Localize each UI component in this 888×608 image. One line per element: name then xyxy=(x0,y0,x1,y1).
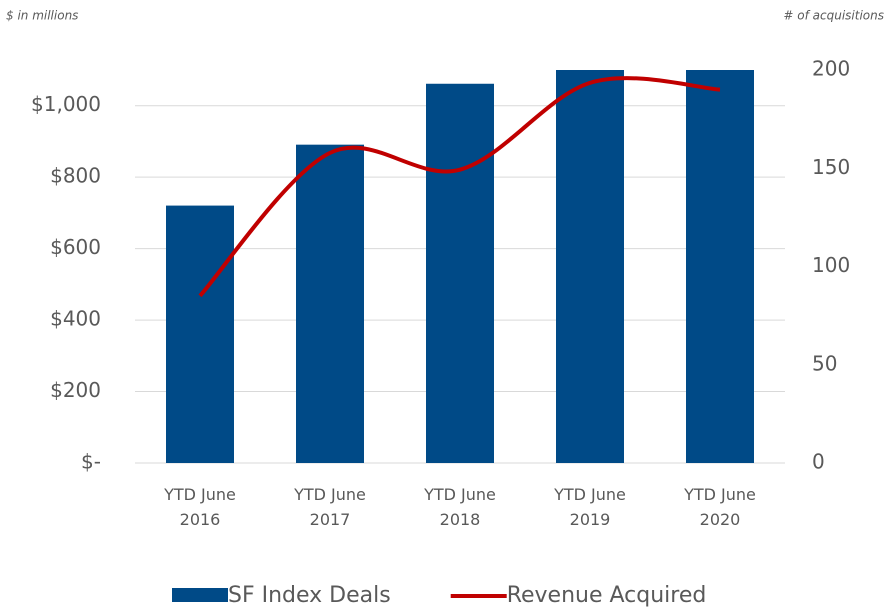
x-tick-label: YTD June 2018 xyxy=(424,485,496,529)
y2-tick-label: 150 xyxy=(812,155,850,179)
y-tick-label: $- xyxy=(81,450,101,474)
y2-tick-label: 0 xyxy=(812,450,825,474)
bar xyxy=(166,205,234,463)
y2-tick-label: 200 xyxy=(812,57,850,81)
line xyxy=(198,76,721,298)
right-axis-unit: # of acquisitions xyxy=(783,9,884,23)
y-tick-label: $400 xyxy=(50,307,101,331)
y-tick-label: $1,000 xyxy=(31,92,101,116)
y2-tick-label: 100 xyxy=(812,253,850,277)
y-tick-label: $600 xyxy=(50,235,101,259)
legend-label: Revenue Acquired xyxy=(507,583,707,608)
x-tick-label: YTD June 2017 xyxy=(294,485,366,529)
x-tick-label: YTD June 2019 xyxy=(554,485,626,529)
y-tick-label: $800 xyxy=(50,164,101,188)
x-tick-label: YTD June 2016 xyxy=(164,485,236,529)
y2-tick-label: 50 xyxy=(812,351,837,375)
x-tick-label: YTD June 2020 xyxy=(684,485,756,529)
bar xyxy=(556,70,624,463)
y-tick-label: $200 xyxy=(50,378,101,402)
left-axis-unit: $ in millions xyxy=(6,9,78,23)
bar xyxy=(426,83,494,463)
legend-label: SF Index Deals xyxy=(228,583,391,608)
legend-swatch xyxy=(172,588,228,602)
bar xyxy=(686,70,754,463)
bar xyxy=(296,144,364,464)
